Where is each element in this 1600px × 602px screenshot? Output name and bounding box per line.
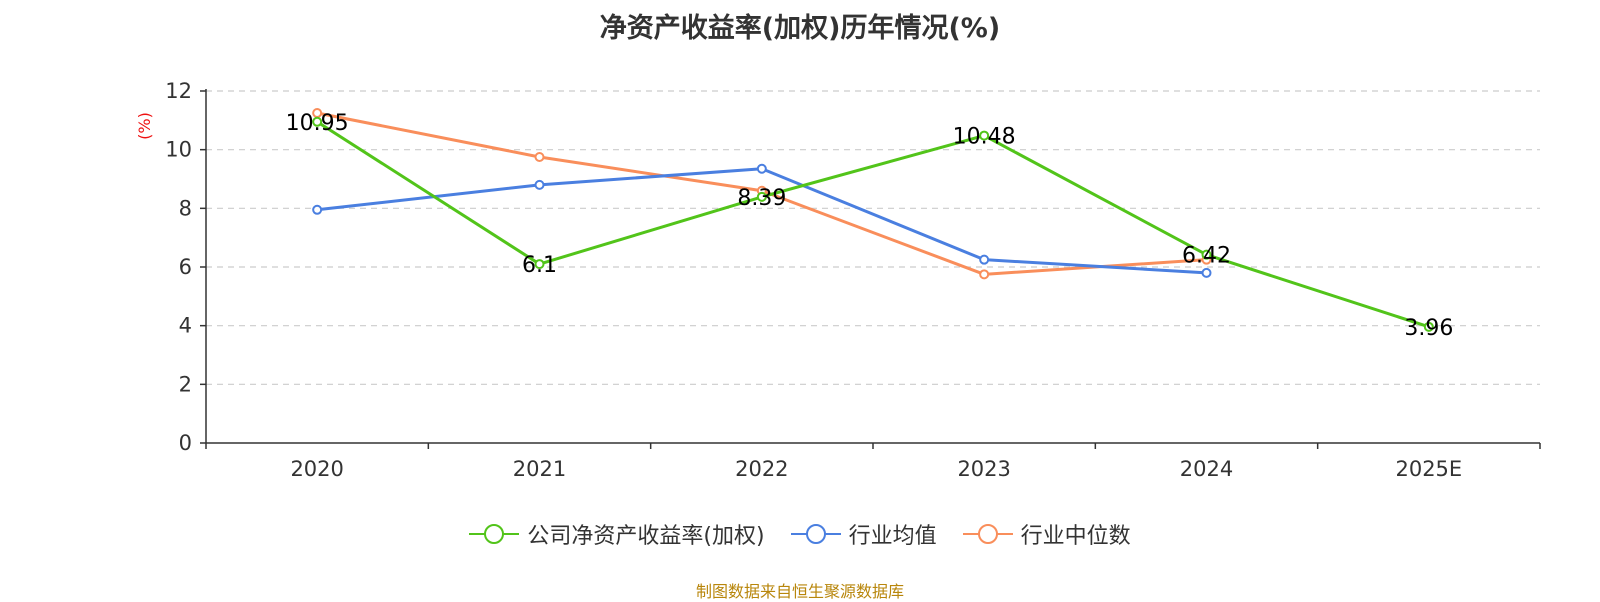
- axis-layer: 0 2 4 6 8 10 12 2020 2021 2022 2023 2024 2025E: [165, 79, 1541, 481]
- legend-label-company: 公司净资产收益率(加权): [527, 524, 765, 549]
- y-tick-label-4: 4: [179, 314, 192, 338]
- legend-item-industry-median[interactable]: 行业中位数: [962, 518, 1131, 550]
- point-industry_avg-2020: [312, 204, 323, 215]
- grid-layer: [206, 90, 1540, 385]
- x-tick-label-2022: 2022: [735, 457, 788, 481]
- legend-label-industry-median: 行业中位数: [1020, 524, 1131, 549]
- series-line-company: [316, 120, 1430, 329]
- point-industry_median-2021: [534, 152, 545, 162]
- data-label-layer: 10.95 6.1 8.39 10.48 6.42 3.96: [286, 111, 1454, 341]
- legend-swatch-industry-avg: [790, 524, 841, 544]
- point-industry_avg-2024: [1201, 267, 1212, 278]
- point-industry_median-2023: [979, 269, 990, 280]
- y-axis-label: (%): [135, 112, 154, 140]
- point-company-2022: [756, 191, 767, 202]
- x-tick-label-2023: 2023: [957, 457, 1010, 481]
- point-industry_avg-2023: [979, 254, 990, 265]
- point-industry_avg-2021: [534, 179, 545, 190]
- legend-marker-industry-median: [977, 524, 998, 544]
- data-label-2021: 6.1: [522, 253, 557, 278]
- y-tick-label-8: 8: [179, 196, 192, 220]
- legend: 公司净资产收益率(加权) 行业均值 行业中位数: [0, 518, 1600, 550]
- point-company-2021: [534, 259, 545, 270]
- legend-item-company[interactable]: 公司净资产收益率(加权): [469, 518, 765, 550]
- legend-swatch-company: [469, 524, 520, 544]
- point-company-2020: [312, 116, 323, 127]
- point-company-2023: [979, 130, 990, 141]
- y-tick-label-10: 10: [165, 138, 192, 162]
- y-tick-label-0: 0: [179, 431, 192, 455]
- data-label-2025E: 3.96: [1404, 316, 1453, 341]
- point-company-2025E: [1423, 321, 1434, 332]
- point-industry_avg-2022: [756, 163, 767, 174]
- chart-title: 净资产收益率(加权)历年情况(%): [599, 13, 1001, 44]
- legend-marker-company: [484, 524, 505, 544]
- x-tick-label-2021: 2021: [513, 457, 566, 481]
- y-tick-label-6: 6: [179, 255, 192, 279]
- source-note: 制图数据来自恒生聚源数据库: [695, 582, 904, 601]
- x-tick-label-2020: 2020: [290, 457, 343, 481]
- x-tick-label-2025E: 2025E: [1395, 457, 1462, 481]
- data-label-2024: 6.42: [1182, 244, 1231, 269]
- data-label-2020: 10.95: [286, 111, 349, 136]
- legend-label-industry-avg: 行业均值: [848, 524, 937, 549]
- point-company-2024: [1201, 249, 1212, 260]
- legend-item-industry-avg[interactable]: 行业均值: [790, 518, 937, 550]
- x-tick-label-2024: 2024: [1180, 457, 1233, 481]
- legend-marker-industry-avg: [805, 524, 826, 544]
- data-label-2023: 10.48: [953, 125, 1016, 150]
- series-layer: [312, 108, 1434, 332]
- y-tick-label-2: 2: [179, 372, 192, 396]
- data-label-2022: 8.39: [737, 186, 786, 211]
- y-tick-label-12: 12: [165, 79, 192, 103]
- legend-swatch-industry-median: [962, 524, 1013, 544]
